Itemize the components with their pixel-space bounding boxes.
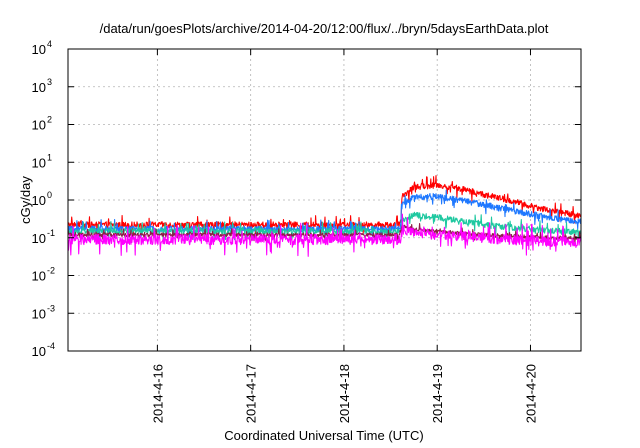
x-tick-label: 2014-4-17 — [244, 364, 259, 423]
x-tick-label: 2014-4-19 — [430, 364, 445, 423]
y-tick-exponent: 4 — [47, 39, 52, 49]
series-lines — [67, 175, 582, 257]
y-tick-exponent: 3 — [47, 77, 52, 87]
y-tick-exponent: -1 — [47, 228, 55, 238]
x-tick-label: 2014-4-20 — [523, 364, 538, 423]
y-tick-label: 10 — [32, 306, 46, 321]
y-tick-label: 10 — [32, 155, 46, 170]
y-tick-label: 10 — [32, 42, 46, 57]
series-line — [67, 175, 582, 235]
chart-title: /data/run/goesPlots/archive/2014-04-20/1… — [100, 21, 549, 36]
y-tick-exponent: -3 — [47, 303, 55, 313]
x-tick-label: 2014-4-18 — [337, 364, 352, 423]
y-tick-label: 10 — [32, 118, 46, 133]
y-tick-label: 10 — [32, 231, 46, 246]
series-line — [67, 213, 582, 257]
series-line — [67, 211, 582, 241]
x-tick-label: 2014-4-16 — [150, 364, 165, 423]
y-tick-exponent: 2 — [47, 115, 52, 125]
y-tick-label: 10 — [32, 344, 46, 359]
y-tick-exponent: -4 — [47, 341, 55, 351]
y-tick-exponent: -2 — [47, 266, 55, 276]
y-axis-label: cGy/day — [18, 176, 33, 224]
x-axis-label: Coordinated Universal Time (UTC) — [224, 428, 423, 443]
y-tick-exponent: 0 — [47, 190, 52, 200]
y-tick-label: 10 — [32, 193, 46, 208]
y-tick-exponent: 1 — [47, 152, 52, 162]
series-line — [67, 189, 582, 239]
y-tick-label: 10 — [32, 269, 46, 284]
y-tick-label: 10 — [32, 80, 46, 95]
